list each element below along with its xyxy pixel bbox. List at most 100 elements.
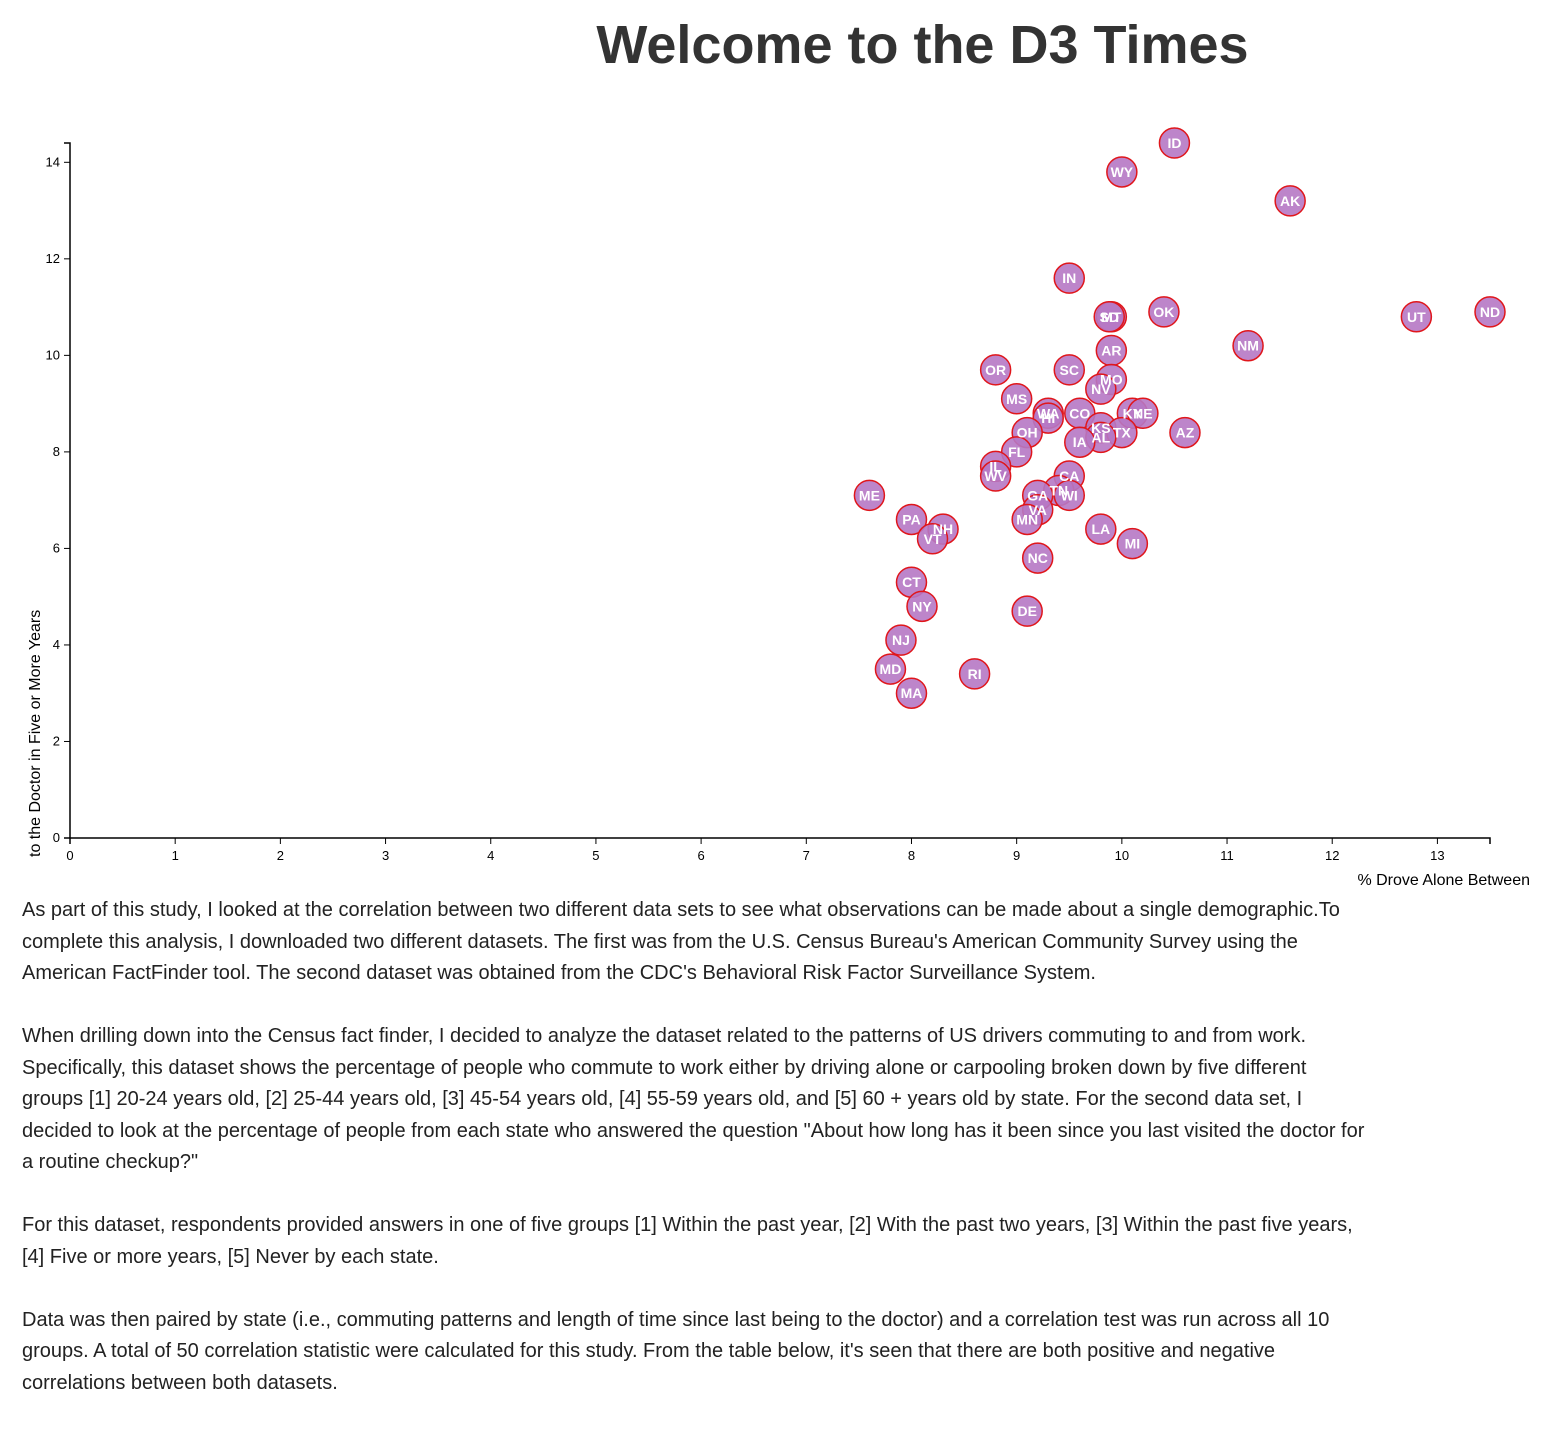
y-tick-label: 10: [46, 347, 60, 362]
x-tick-label: 1: [172, 848, 179, 863]
state-marker[interactable]: [853, 479, 886, 512]
state-marker[interactable]: [1148, 296, 1180, 328]
x-tick-label: 13: [1430, 848, 1444, 863]
state-marker[interactable]: [1085, 513, 1117, 545]
state-marker[interactable]: [885, 624, 917, 656]
state-label: NY: [912, 598, 932, 614]
state-label: RI: [968, 666, 982, 682]
state-label: ID: [1167, 135, 1181, 151]
x-tick-label: 4: [487, 848, 494, 863]
x-tick-label: 3: [382, 848, 389, 863]
y-tick-label: 8: [53, 444, 60, 459]
state-marker[interactable]: [979, 354, 1012, 386]
state-label: OH: [1017, 425, 1038, 441]
state-label: PA: [902, 511, 920, 527]
state-marker[interactable]: [958, 658, 991, 690]
state-marker[interactable]: [1400, 301, 1433, 333]
state-label: MO: [1100, 371, 1123, 387]
state-marker[interactable]: [1127, 397, 1159, 430]
state-marker[interactable]: [1232, 329, 1264, 362]
state-marker[interactable]: [895, 677, 928, 709]
y-tick-label: 6: [53, 540, 60, 555]
state-marker[interactable]: [1169, 416, 1201, 449]
state-label: SC: [1060, 362, 1079, 378]
state-marker[interactable]: [874, 653, 907, 685]
state-marker[interactable]: [1053, 262, 1086, 294]
state-marker[interactable]: [1053, 354, 1086, 386]
state-label: NV: [1091, 381, 1111, 397]
state-label: ND: [1480, 304, 1500, 320]
x-tick-label: 2: [277, 848, 284, 863]
article: As part of this study, I looked at the c…: [22, 895, 1372, 1431]
state-label: CO: [1069, 405, 1090, 421]
state-marker[interactable]: [916, 523, 949, 555]
state-label: HI: [1041, 410, 1055, 426]
state-marker[interactable]: [1106, 156, 1138, 188]
x-axis-line: [69, 837, 1491, 844]
x-tick-label: 11: [1220, 848, 1234, 863]
state-label: SD: [1100, 309, 1119, 325]
state-label: IL: [989, 458, 1002, 474]
state-label: MS: [1006, 391, 1027, 407]
state-label: TN: [1049, 483, 1068, 499]
state-marker[interactable]: [1053, 479, 1086, 512]
x-axis-title: % Drove Alone Between: [1357, 872, 1530, 889]
state-label: NM: [1237, 338, 1259, 354]
x-tick-label: 10: [1115, 848, 1129, 863]
state-marker[interactable]: [1085, 373, 1117, 405]
state-label: IA: [1073, 434, 1087, 450]
y-tick-label: 0: [53, 830, 60, 845]
x-tick-label: 5: [592, 848, 599, 863]
state-label: NH: [933, 521, 953, 537]
state-label: NC: [1028, 550, 1048, 566]
state-label: OR: [985, 362, 1006, 378]
state-marker[interactable]: [1011, 595, 1043, 627]
state-marker[interactable]: [1021, 542, 1054, 574]
state-label: OK: [1153, 304, 1174, 320]
state-marker[interactable]: [979, 460, 1012, 492]
state-label: VA: [1028, 502, 1046, 518]
state-marker[interactable]: [1093, 301, 1125, 333]
article-paragraph: For this dataset, respondents provided a…: [22, 1214, 1353, 1268]
state-label: LA: [1091, 521, 1110, 537]
state-marker[interactable]: [1274, 185, 1306, 217]
state-label: MT: [1101, 309, 1122, 325]
x-axis: 0 1 2 3 4 5 6 7 8 9 10 11 12 13: [66, 837, 1491, 863]
y-axis-line: [64, 142, 71, 839]
y-tick-label: 12: [46, 251, 60, 266]
state-label: CT: [902, 574, 921, 590]
state-label: WV: [984, 468, 1007, 484]
state-label: WA: [1037, 405, 1060, 421]
state-label: AL: [1091, 429, 1110, 445]
state-marker[interactable]: [1158, 127, 1191, 159]
state-label: WY: [1111, 164, 1134, 180]
article-paragraph: As part of this study, I looked at the c…: [22, 899, 1340, 984]
article-paragraph: Data was then paired by state (i.e., com…: [22, 1308, 1330, 1394]
state-marker[interactable]: [1064, 426, 1096, 458]
state-marker[interactable]: [906, 590, 938, 623]
x-tick-label: 9: [1013, 848, 1020, 863]
state-marker[interactable]: [1474, 296, 1506, 328]
state-label: KS: [1091, 420, 1110, 436]
state-marker[interactable]: [1011, 503, 1043, 536]
state-label: MD: [880, 661, 902, 677]
state-label: ME: [859, 487, 880, 503]
state-label: WI: [1061, 487, 1078, 503]
state-label: IN: [1062, 270, 1076, 286]
page-title: Welcome to the D3 Times: [596, 15, 1249, 75]
y-axis-title: to the Doctor in Five or More Years: [27, 610, 44, 857]
state-label: UT: [1407, 309, 1426, 325]
state-marker[interactable]: [895, 503, 928, 536]
state-label: VT: [924, 531, 942, 547]
state-label: CA: [1059, 468, 1079, 484]
y-tick-label: 14: [46, 154, 60, 169]
y-axis: 0 2 4 6 8 10 12 14: [46, 142, 71, 845]
state-label: FL: [1008, 444, 1026, 460]
state-marker[interactable]: [1000, 383, 1033, 415]
state-marker[interactable]: [1116, 527, 1149, 560]
y-tick-label: 4: [53, 637, 60, 652]
state-label: DE: [1017, 603, 1036, 619]
article-paragraph: When drilling down into the Census fact …: [22, 1025, 1365, 1173]
x-tick-label: 8: [908, 848, 915, 863]
